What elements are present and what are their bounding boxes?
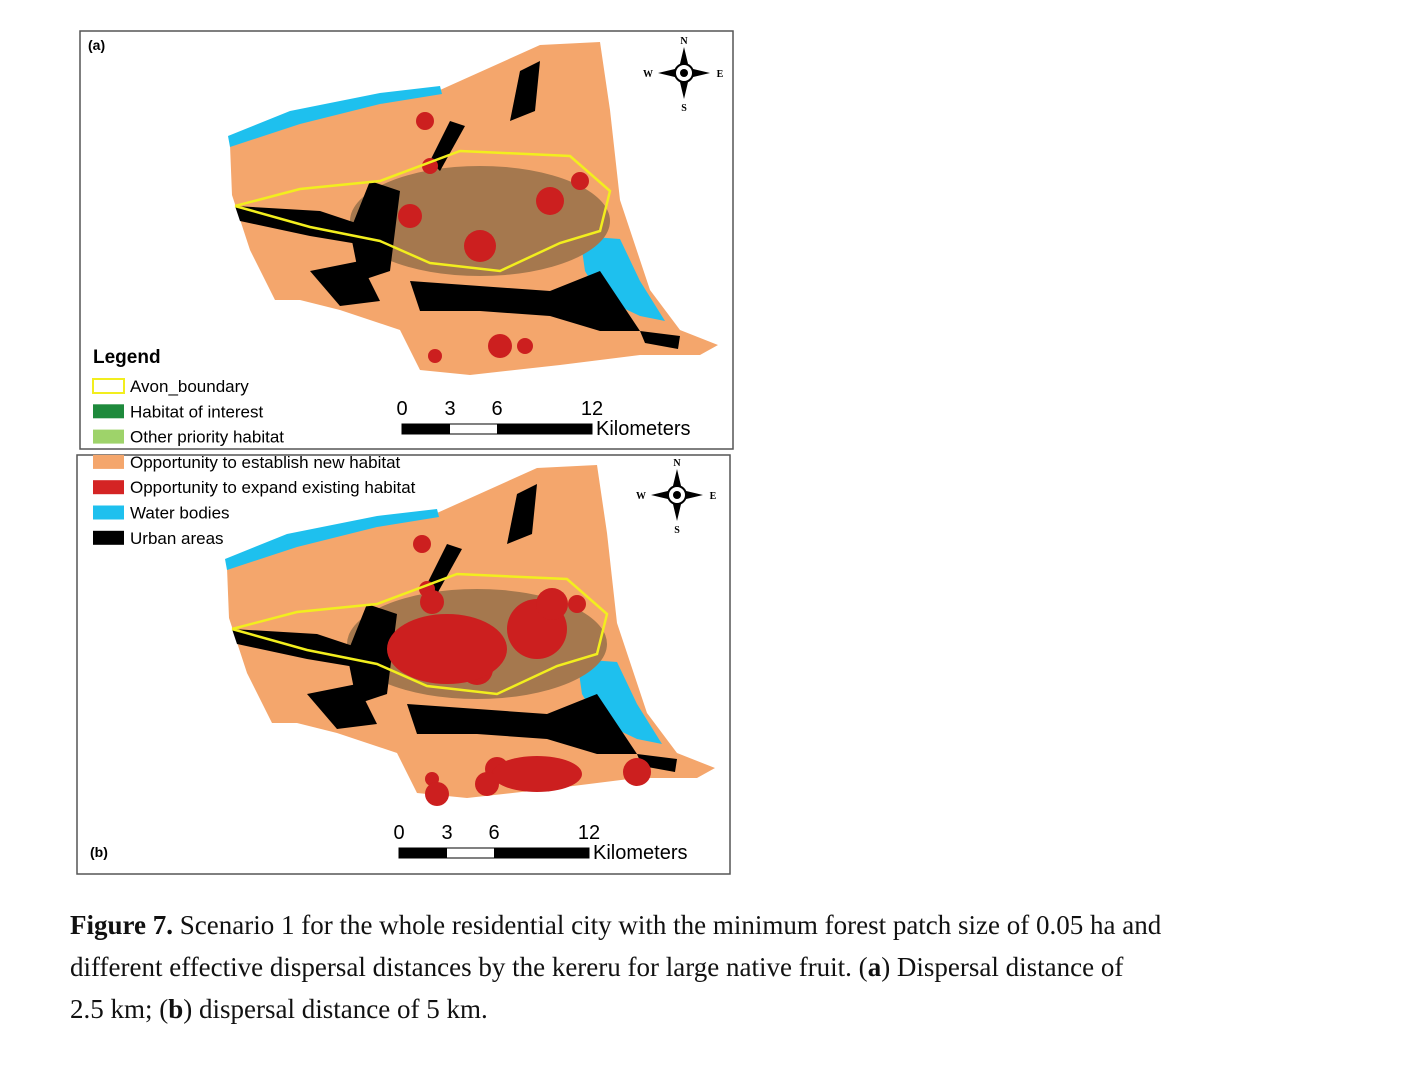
compass: N S W E — [643, 36, 724, 114]
panel-label: (a) — [88, 37, 105, 53]
compass-e: E — [717, 69, 724, 80]
legend-label: Opportunity to expand existing habitat — [130, 478, 416, 497]
compass-w: W — [643, 69, 653, 80]
scale-unit: Kilometers — [593, 842, 687, 864]
scale-label: 12 — [578, 822, 600, 844]
scale-seg — [399, 848, 447, 858]
compass-s: S — [681, 103, 687, 114]
scale-label: 0 — [396, 398, 407, 420]
legend-label: Opportunity to establish new habitat — [130, 453, 401, 472]
compass-n: N — [673, 458, 681, 469]
scale-label: 6 — [491, 398, 502, 420]
caption-line: different effective dispersal distances … — [70, 952, 1123, 982]
scale-label: 3 — [441, 822, 452, 844]
compass-w: W — [636, 491, 646, 502]
panel-label: (b) — [90, 844, 108, 860]
compass-center — [673, 491, 681, 499]
legend-swatch — [93, 454, 124, 469]
scale-label: 3 — [444, 398, 455, 420]
scale-unit: Kilometers — [596, 418, 690, 440]
compass-s: S — [674, 525, 680, 536]
scale-seg — [402, 424, 450, 434]
legend-swatch — [93, 404, 124, 419]
legend-label: Habitat of interest — [130, 402, 264, 421]
caption-text: b — [168, 994, 183, 1024]
legend-label: Water bodies — [130, 504, 230, 523]
legend-swatch — [93, 530, 124, 545]
scale-seg — [494, 848, 589, 858]
legend-swatch — [93, 505, 124, 520]
scale-label: 0 — [393, 822, 404, 844]
legend-swatch — [93, 429, 124, 444]
legend-label: Urban areas — [130, 529, 224, 548]
compass: N S W E — [636, 458, 717, 536]
caption-text: Scenario 1 for the whole residential cit… — [173, 910, 1162, 940]
legend-swatch — [92, 378, 125, 394]
legend-label: Other priority habitat — [130, 428, 284, 447]
compass-center — [680, 69, 688, 77]
caption-line: 2.5 km; (b) dispersal distance of 5 km. — [70, 994, 488, 1024]
compass-e: E — [710, 491, 717, 502]
caption-text: 2.5 km; ( — [70, 994, 168, 1024]
caption-text: ) dispersal distance of 5 km. — [183, 994, 487, 1024]
scale-label: 12 — [581, 398, 603, 420]
scale-label: 6 — [488, 822, 499, 844]
caption-text: ) Dispersal distance of — [881, 952, 1123, 982]
caption-label: Figure 7. — [70, 910, 173, 940]
caption-line: Figure 7. Scenario 1 for the whole resid… — [70, 910, 1162, 940]
legend-title: Legend — [93, 347, 161, 368]
caption: Figure 7. Scenario 1 for the whole resid… — [70, 910, 1162, 1024]
scale-seg — [497, 424, 592, 434]
legend-swatch — [93, 480, 124, 495]
compass-n: N — [680, 36, 688, 47]
caption-text: different effective dispersal distances … — [70, 952, 868, 982]
legend-label: Avon_boundary — [130, 377, 249, 396]
caption-text: a — [868, 952, 882, 982]
legend: Legend Avon_boundary Habitat of interest Ot… — [92, 347, 416, 548]
